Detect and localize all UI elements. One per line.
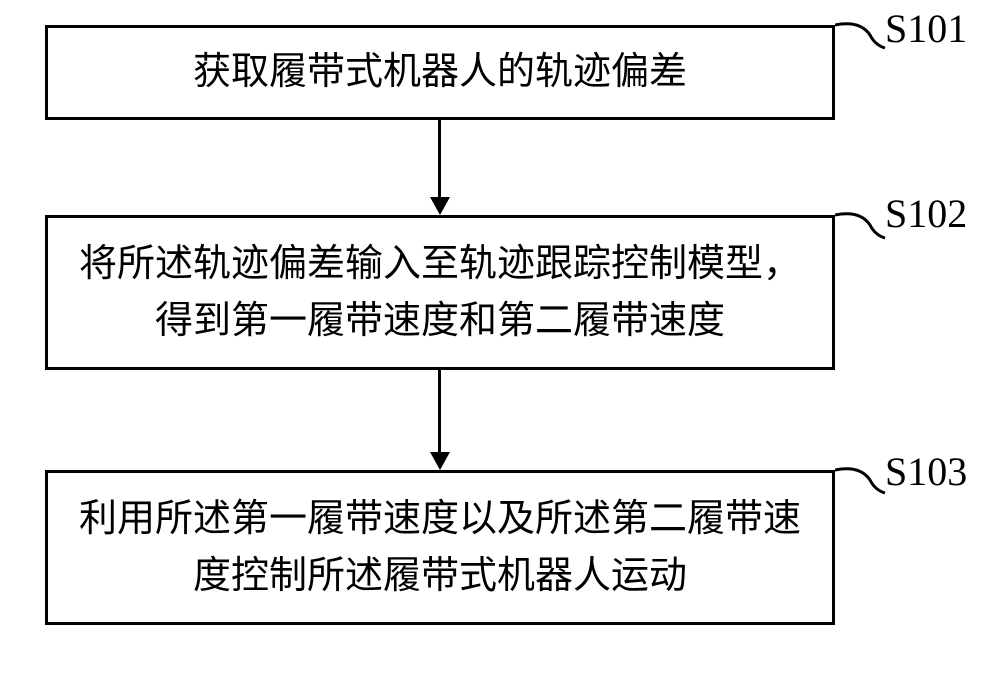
connector-curve-s103 xyxy=(835,465,890,505)
arrow-head-s102-s103 xyxy=(430,452,450,470)
step-label-s101: S101 xyxy=(885,5,967,52)
step-text-s101: 获取履带式机器人的轨迹偏差 xyxy=(193,44,687,101)
arrow-head-s101-s102 xyxy=(430,197,450,215)
step-text-s102: 将所述轨迹偏差输入至轨迹跟踪控制模型，得到第一履带速度和第二履带速度 xyxy=(78,236,802,350)
arrow-s102-s103 xyxy=(438,370,441,452)
connector-curve-s102 xyxy=(835,210,890,250)
step-box-s102: 将所述轨迹偏差输入至轨迹跟踪控制模型，得到第一履带速度和第二履带速度 xyxy=(45,215,835,370)
step-box-s101: 获取履带式机器人的轨迹偏差 xyxy=(45,25,835,120)
connector-curve-s101 xyxy=(835,20,890,60)
step-text-s103: 利用所述第一履带速度以及所述第二履带速度控制所述履带式机器人运动 xyxy=(78,491,802,605)
step-box-s103: 利用所述第一履带速度以及所述第二履带速度控制所述履带式机器人运动 xyxy=(45,470,835,625)
arrow-s101-s102 xyxy=(438,120,441,198)
step-label-s102: S102 xyxy=(885,190,967,237)
flowchart-container: 获取履带式机器人的轨迹偏差 S101 将所述轨迹偏差输入至轨迹跟踪控制模型，得到… xyxy=(0,0,1000,689)
step-label-s103: S103 xyxy=(885,448,967,495)
